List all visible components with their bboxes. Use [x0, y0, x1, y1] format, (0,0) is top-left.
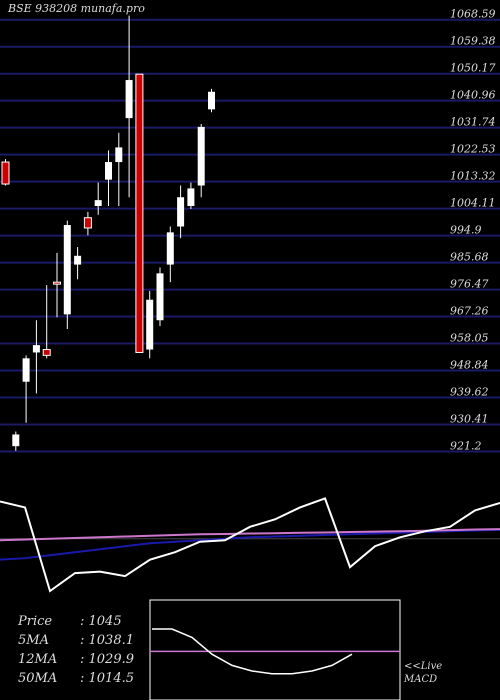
- candle-body: [125, 80, 133, 119]
- info-5ma-label: 5MA: [18, 633, 49, 648]
- live-macd-label: <<Live MACD: [404, 660, 442, 686]
- candle-body: [177, 197, 185, 227]
- candle-body: [74, 255, 82, 265]
- candlesticks: [1, 15, 215, 451]
- y-tick-label: 1059.38: [450, 35, 496, 48]
- macd-signal-line: [0, 528, 500, 542]
- y-tick-label: 930.41: [450, 412, 489, 425]
- candle-body: [32, 345, 40, 353]
- y-tick-label: 958.05: [450, 332, 489, 345]
- y-tick-label: 1022.53: [450, 143, 496, 156]
- candle-body: [146, 299, 154, 350]
- candle-body: [115, 147, 123, 163]
- macd-inset: [149, 599, 401, 700]
- candle-body: [63, 225, 71, 315]
- y-tick-label: 1004.11: [450, 197, 496, 210]
- candle-body: [42, 349, 51, 356]
- candle-body: [83, 217, 92, 229]
- candle-body: [1, 161, 10, 185]
- y-tick-label: 948.84: [450, 358, 489, 371]
- info-12ma-value: : 1029.9: [80, 652, 134, 667]
- candle-body: [135, 73, 144, 353]
- y-tick-label: 921.2: [450, 439, 482, 452]
- y-tick-label: 994.9: [450, 224, 482, 237]
- candle-body: [208, 91, 215, 110]
- info-price-label: Price: [18, 614, 53, 629]
- live-macd-label-line1: <<Live: [404, 661, 443, 672]
- live-macd-label-line2: MACD: [404, 674, 438, 685]
- info-12ma-label: 12MA: [18, 652, 58, 667]
- price-info-panel: Price : 1045 5MA : 1038.1 12MA : 1029.9 …: [18, 612, 134, 688]
- grid-lines: [0, 18, 500, 453]
- info-50ma-value: : 1014.5: [80, 671, 134, 686]
- candle-body: [187, 188, 195, 207]
- info-50ma-label: 50MA: [18, 671, 58, 686]
- y-axis-ticks: 1068.59 1059.38 1050.17 1040.96 1031.74 1022.…: [450, 8, 496, 453]
- candle-body: [197, 126, 205, 186]
- candle-body: [156, 273, 164, 321]
- info-row-price: Price : 1045: [18, 612, 134, 631]
- y-tick-label: 967.26: [450, 305, 489, 318]
- info-row-50ma: 50MA : 1014.5: [18, 669, 134, 688]
- y-tick-label: 976.47: [450, 278, 489, 291]
- info-row-12ma: 12MA : 1029.9: [18, 650, 134, 669]
- macd-panel: [0, 497, 500, 593]
- candle-body: [22, 358, 30, 382]
- y-tick-label: 939.62: [450, 386, 489, 399]
- y-tick-label: 1013.32: [450, 170, 496, 183]
- info-row-5ma: 5MA : 1038.1: [18, 631, 134, 650]
- candle-body: [94, 200, 102, 207]
- y-tick-label: 1040.96: [450, 89, 496, 102]
- candle-body: [105, 162, 112, 180]
- candle-body: [53, 281, 61, 285]
- chart-title: BSE 938208 munafa.pro: [8, 2, 145, 15]
- macd-line: [0, 497, 500, 593]
- candle-body: [166, 232, 174, 265]
- y-tick-label: 1031.74: [450, 116, 496, 129]
- info-5ma-value: : 1038.1: [80, 633, 134, 648]
- y-tick-label: 1068.59: [450, 8, 496, 21]
- y-tick-label: 1050.17: [450, 62, 496, 75]
- inset-macd-line: [152, 628, 353, 675]
- info-price-value: : 1045: [80, 614, 122, 629]
- y-tick-label: 985.68: [450, 251, 489, 264]
- macd-inset-frame: [149, 599, 401, 700]
- candle-body: [12, 434, 20, 447]
